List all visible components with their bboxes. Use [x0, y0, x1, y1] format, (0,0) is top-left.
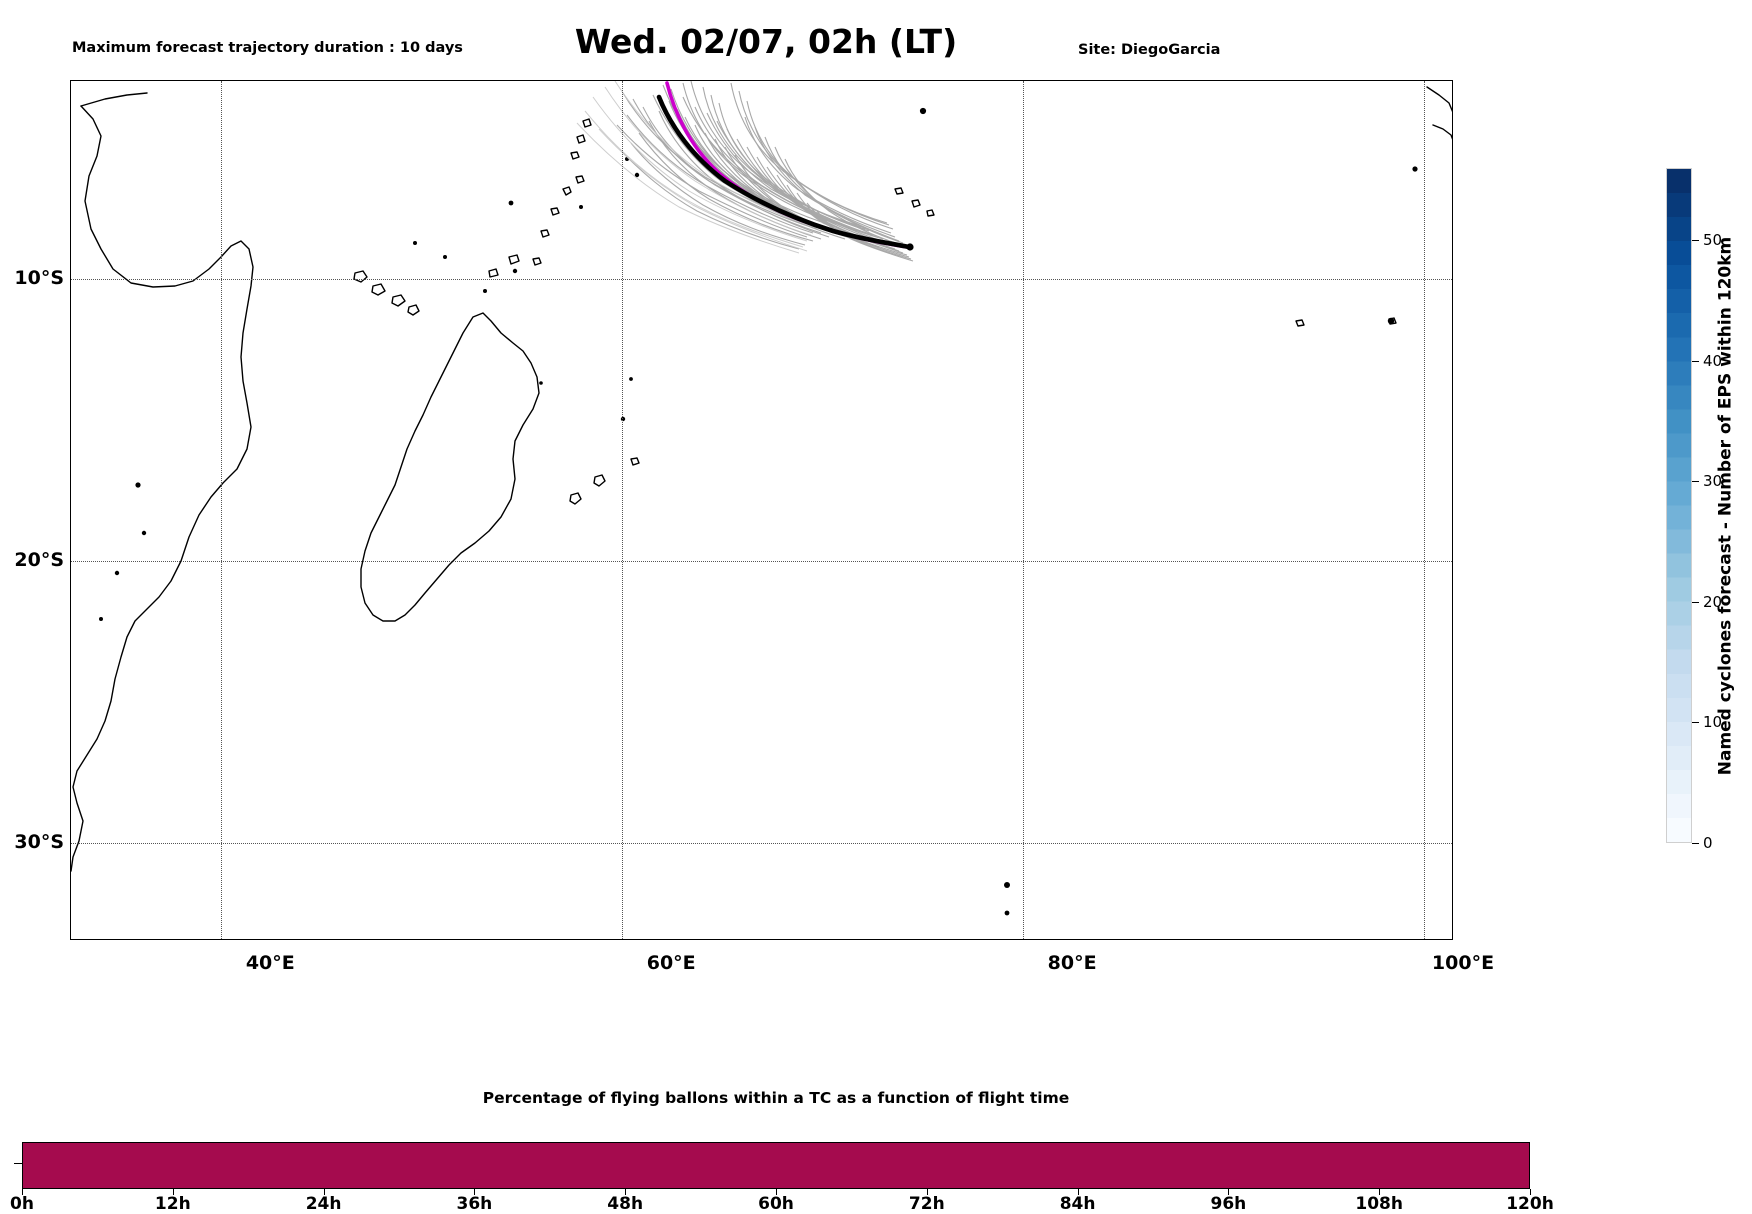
analysis-track [656, 94, 912, 250]
page-title-text: Wed. 02/07, 02h (LT) [574, 22, 958, 61]
map-ytick-20S: 20°S [14, 548, 64, 571]
gridline-lat-30S [71, 842, 1452, 844]
colorbar-tick-50 [1692, 240, 1699, 242]
page-title: Wed. 02/07, 02h (LT) [0, 22, 1752, 61]
map-ytick-10S: 10°S [14, 266, 64, 289]
map-xtick-80E: 80°E [1047, 952, 1097, 974]
annotation-site: Site: DiegoGarcia [1078, 42, 1221, 59]
map-xtick-60E: 60°E [646, 952, 696, 974]
bottom-tick-120h [1530, 1189, 1531, 1195]
colorbar-tick-label-40: 40 [1703, 351, 1723, 370]
colorbar[interactable]: 0 10 20 30 40 50 [1666, 168, 1722, 852]
annotation-max-duration: Maximum forecast trajectory duration : 1… [72, 40, 463, 57]
gridline-lat-20S [71, 560, 1452, 562]
gridline-lon-60 [622, 81, 624, 939]
bottom-tick-96h [1228, 1189, 1230, 1195]
colorbar-tick-30 [1692, 481, 1699, 483]
bottom-tick-84h [1077, 1189, 1079, 1195]
colorbar-tick-40 [1692, 360, 1699, 362]
bottom-tick-label-12h: 12h [154, 1194, 191, 1214]
colorbar-tick-10 [1692, 722, 1699, 724]
bottom-tick-36h [474, 1189, 476, 1195]
bottom-tick-0h [22, 1189, 23, 1195]
bottom-panel-title: Percentage of flying ballons within a TC… [0, 1089, 1752, 1107]
bottom-left-tick [14, 1163, 22, 1164]
bottom-tick-label-108h: 108h [1355, 1194, 1403, 1214]
colorbar-tick-20 [1692, 601, 1699, 603]
coastlines-layer [71, 81, 1452, 916]
bottom-percentage-axes [22, 1142, 1530, 1189]
bottom-tick-label-24h: 24h [305, 1194, 342, 1214]
gridline-lon-40 [221, 81, 223, 939]
gridline-lon-80 [1023, 81, 1025, 939]
gridline-lon-100 [1424, 81, 1425, 939]
bottom-panel-title-text: Percentage of flying ballons within a TC… [482, 1089, 1070, 1107]
map-ytick-30S: 30°S [14, 830, 64, 853]
bottom-percentage-bar [23, 1143, 1529, 1188]
bottom-tick-label-36h: 36h [456, 1194, 493, 1214]
colorbar-gradient [1666, 168, 1692, 843]
map-xtick-40E: 40°E [245, 952, 295, 974]
colorbar-title: Named cyclones forecast - Number of EPS … [1712, 168, 1738, 843]
colorbar-tick-label-30: 30 [1703, 472, 1723, 491]
bottom-tick-48h [625, 1189, 627, 1195]
colorbar-tick-0 [1692, 843, 1699, 844]
bottom-tick-108h [1379, 1189, 1381, 1195]
map-xtick-100E: 100°E [1431, 952, 1495, 974]
colorbar-tick-label-10: 10 [1703, 713, 1723, 732]
bottom-tick-label-0h: 0h [10, 1194, 34, 1214]
colorbar-tick-label-0: 0 [1703, 834, 1713, 852]
map-plot-area: No Interception Interception from Named … [70, 80, 1453, 940]
bottom-tick-label-60h: 60h [758, 1194, 794, 1214]
bottom-tick-12h [172, 1189, 174, 1195]
bottom-tick-72h [926, 1189, 928, 1195]
colorbar-tick-label-20: 20 [1703, 592, 1723, 611]
bottom-tick-label-120h: 120h [1506, 1194, 1554, 1214]
analysis-endpoint [906, 243, 914, 251]
colorbar-title-text: Named cyclones forecast - Number of EPS … [1715, 236, 1736, 775]
bottom-tick-label-48h: 48h [607, 1194, 644, 1214]
gridline-lat-10S [71, 278, 1452, 280]
bottom-tick-label-84h: 84h [1059, 1194, 1096, 1214]
colorbar-tick-label-50: 50 [1703, 231, 1723, 250]
bottom-tick-label-96h: 96h [1210, 1194, 1247, 1214]
bottom-tick-24h [323, 1189, 325, 1195]
map-inner [71, 81, 1452, 939]
bottom-tick-label-72h: 72h [908, 1194, 945, 1214]
bottom-tick-60h [776, 1189, 777, 1195]
